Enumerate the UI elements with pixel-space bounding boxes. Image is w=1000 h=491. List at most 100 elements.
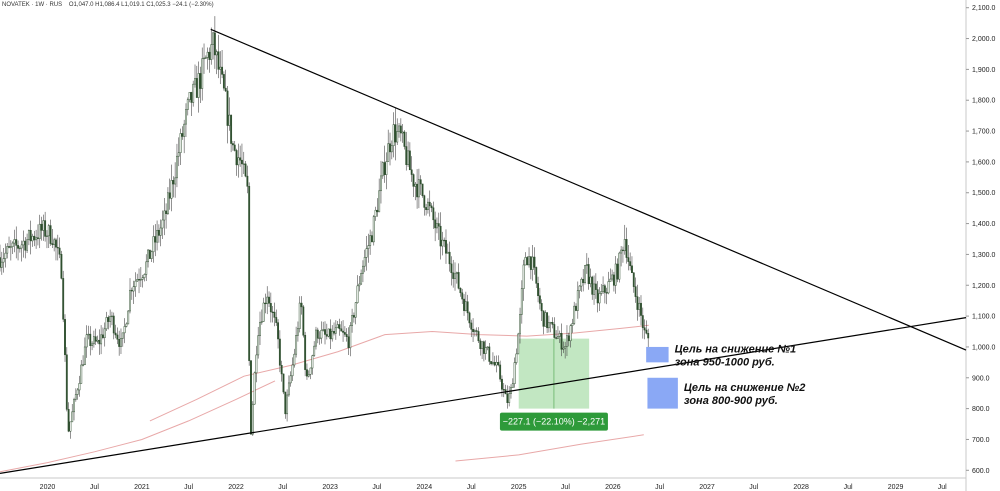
candle-body <box>401 131 404 134</box>
candle-body <box>60 254 63 279</box>
price-tick-label: 1,100.0 <box>972 314 995 321</box>
candle-body <box>199 73 202 89</box>
candle-body <box>268 296 270 304</box>
candle-body <box>472 329 474 333</box>
candle-body <box>105 317 108 330</box>
candle-body <box>316 329 319 339</box>
candle-body <box>49 225 52 244</box>
price-tick-label: 1,500.0 <box>972 190 995 197</box>
candle-body <box>614 263 617 286</box>
candle-body <box>622 249 624 252</box>
candle-body <box>567 335 570 342</box>
candle-body <box>67 409 70 432</box>
candle-body <box>311 355 314 369</box>
candle-body <box>138 279 140 281</box>
candle-body <box>566 335 568 347</box>
candle-body <box>354 302 357 318</box>
candle-body <box>154 236 157 243</box>
candle-body <box>634 286 637 297</box>
candle-body <box>64 319 66 356</box>
candle-body <box>31 235 34 242</box>
candle-body <box>547 322 550 329</box>
time-tick-label: Jul <box>561 484 570 491</box>
candle-body <box>329 328 332 340</box>
candle-body <box>6 246 9 254</box>
candle-body <box>123 326 126 334</box>
candle-body <box>448 251 451 265</box>
candle-body <box>432 207 435 221</box>
plot-background <box>0 0 966 478</box>
candle-body <box>484 347 487 354</box>
candle-body <box>542 310 545 327</box>
candle-body <box>300 302 303 308</box>
target-zone-1-label: Цель на снижение №1 <box>675 344 796 356</box>
candle-body <box>522 264 525 289</box>
candle-body <box>580 278 583 287</box>
candle-body <box>336 324 339 329</box>
candle-body <box>325 334 328 337</box>
candle-body <box>533 256 536 268</box>
candle-body <box>2 258 5 263</box>
candle-body <box>174 177 177 185</box>
candle-body <box>222 74 225 89</box>
candle-body <box>176 155 178 179</box>
candle-body <box>159 227 162 236</box>
candle-body <box>553 324 556 338</box>
candle-body <box>85 334 88 348</box>
candle-body <box>378 190 381 213</box>
candle-body <box>278 338 281 366</box>
candle-body <box>557 336 559 339</box>
candle-body <box>0 261 3 268</box>
candle-body <box>298 302 301 329</box>
candle-body <box>356 285 359 303</box>
candle-body <box>47 225 50 237</box>
candle-body <box>347 336 350 349</box>
time-tick-label: Jul <box>655 484 664 491</box>
candle-body <box>273 311 276 318</box>
price-tick-label: 1,000.0 <box>972 344 995 351</box>
measure-label: −227.1 (−22.10%) −2,271 <box>503 417 605 427</box>
candle-body <box>594 283 597 290</box>
candle-body <box>188 92 191 100</box>
candle-body <box>486 346 489 348</box>
candle-body <box>150 251 153 259</box>
candle-body <box>18 247 21 250</box>
candle-body <box>80 364 83 384</box>
candle-body <box>148 249 151 259</box>
candle-body <box>181 133 184 137</box>
candle-body <box>629 261 632 267</box>
candle-body <box>641 315 644 328</box>
candle-body <box>237 157 240 166</box>
resistance-trend-line <box>210 28 967 351</box>
candle-body <box>338 324 341 330</box>
candle-body <box>231 143 234 146</box>
candle-body <box>351 315 354 326</box>
candle-body <box>307 374 310 377</box>
candle-body <box>600 291 603 294</box>
candle-body <box>147 249 149 263</box>
candle-body <box>94 336 97 342</box>
time-tick-label: Jul <box>844 484 853 491</box>
time-tick-label: 2028 <box>793 484 809 491</box>
candle-body <box>466 301 469 314</box>
candle-body <box>501 378 503 390</box>
candle-body <box>392 124 395 147</box>
candle-body <box>116 334 119 340</box>
target-zone-2 <box>647 377 678 409</box>
candle-body <box>291 364 294 377</box>
candle-body <box>129 289 131 312</box>
candle-body <box>309 367 312 375</box>
candle-body <box>434 219 437 229</box>
candle-body <box>280 365 283 375</box>
candle-body <box>345 334 348 337</box>
candle-body <box>376 209 379 213</box>
candle-body <box>551 322 554 325</box>
candle-body <box>183 123 186 137</box>
time-tick-label: 2020 <box>40 484 56 491</box>
candle-body <box>589 276 592 285</box>
candle-body <box>8 246 10 248</box>
candle-body <box>389 143 391 153</box>
candle-body <box>286 394 289 415</box>
candle-body <box>481 341 484 349</box>
candle-body <box>185 109 187 125</box>
